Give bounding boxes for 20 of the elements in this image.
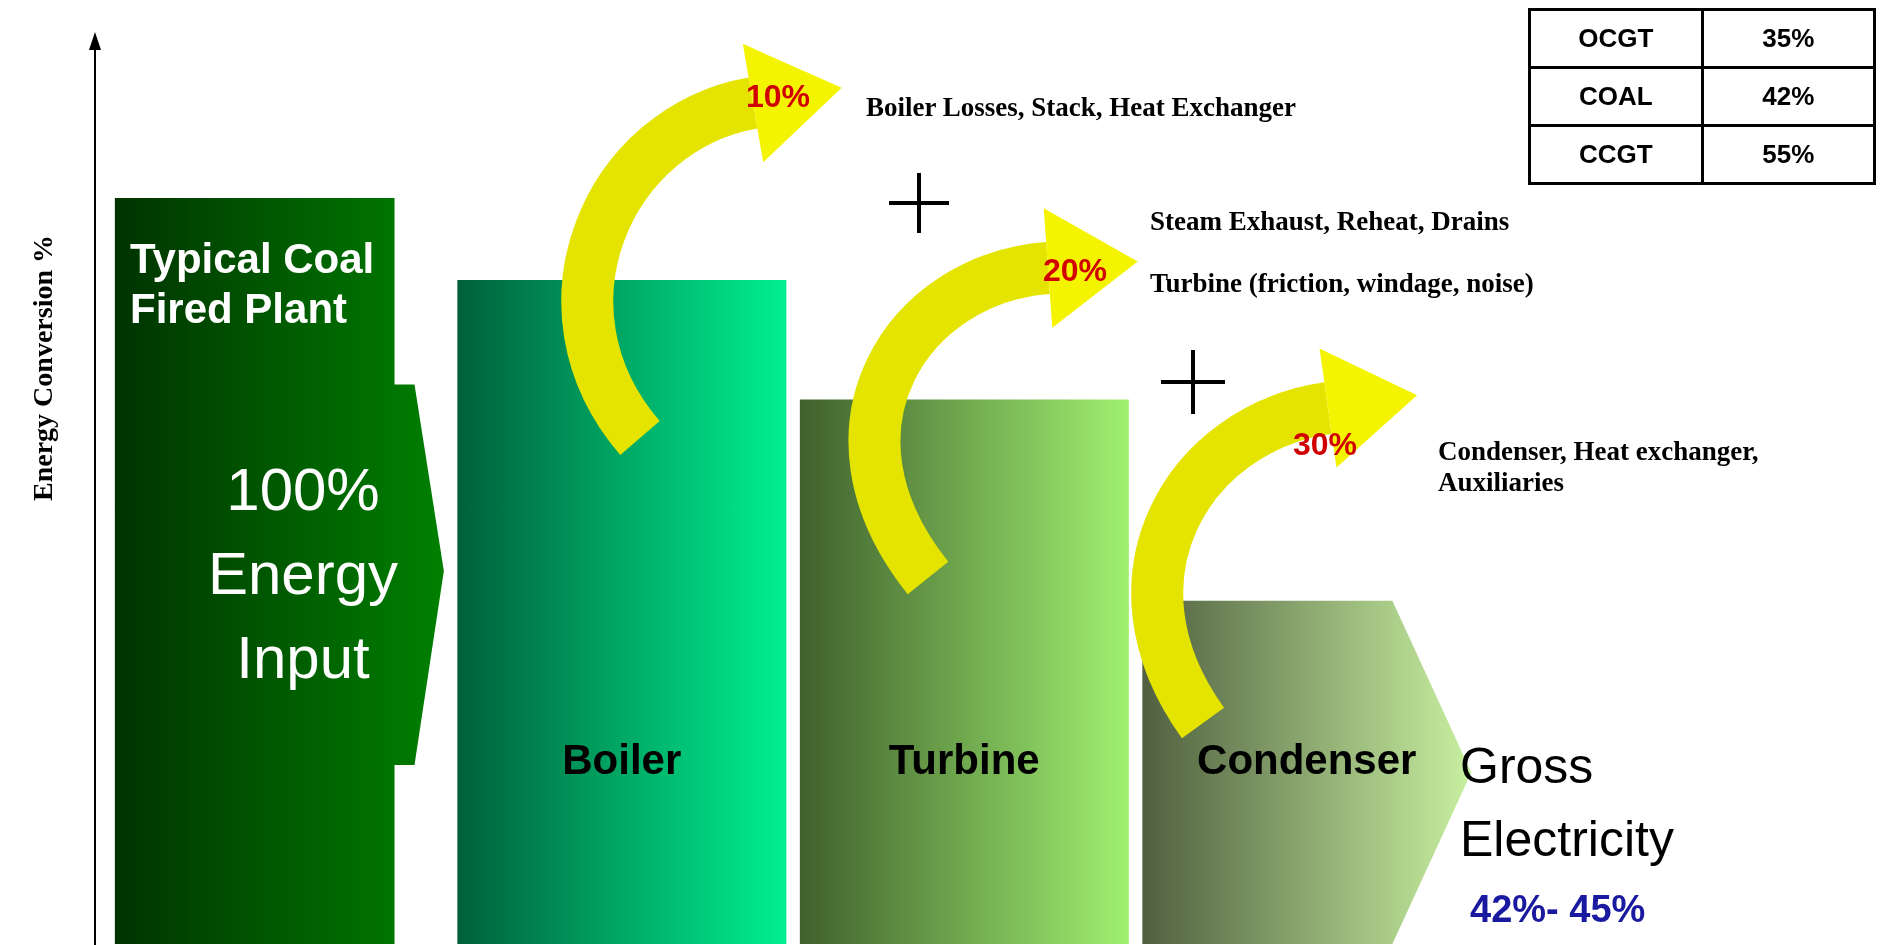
annotation: 100% Energy Input [206, 455, 400, 693]
annotation: Turbine (friction, windage, noise) [1150, 268, 1535, 299]
x-tick-label: Boiler [562, 736, 682, 783]
annotation: Gross Electricity [1460, 737, 1675, 869]
y-axis-title: Energy Conversion % [27, 235, 58, 501]
x-tick-label: Condenser [1197, 736, 1417, 783]
text: OCGT [1529, 9, 1702, 68]
text: COAL [1529, 67, 1702, 126]
text: 35% [1702, 9, 1875, 68]
text: Boiler Losses, Stack, Heat Exchanger [866, 92, 1297, 123]
text: 42% [1702, 67, 1875, 126]
text: CCGT [1529, 125, 1702, 184]
annotation: 42%- 45% [1470, 888, 1647, 931]
x-tick-label: Turbine [888, 736, 1040, 783]
text: 10% [744, 78, 811, 115]
annotation: Steam Exhaust, Reheat, Drains [1150, 206, 1511, 237]
annotation: 20% [1041, 252, 1108, 289]
annotation: Typical Coal Fired Plant [130, 234, 376, 335]
annotation: Condenser, Heat exchanger, Auxiliaries [1438, 436, 1760, 498]
text: 55% [1702, 125, 1875, 184]
